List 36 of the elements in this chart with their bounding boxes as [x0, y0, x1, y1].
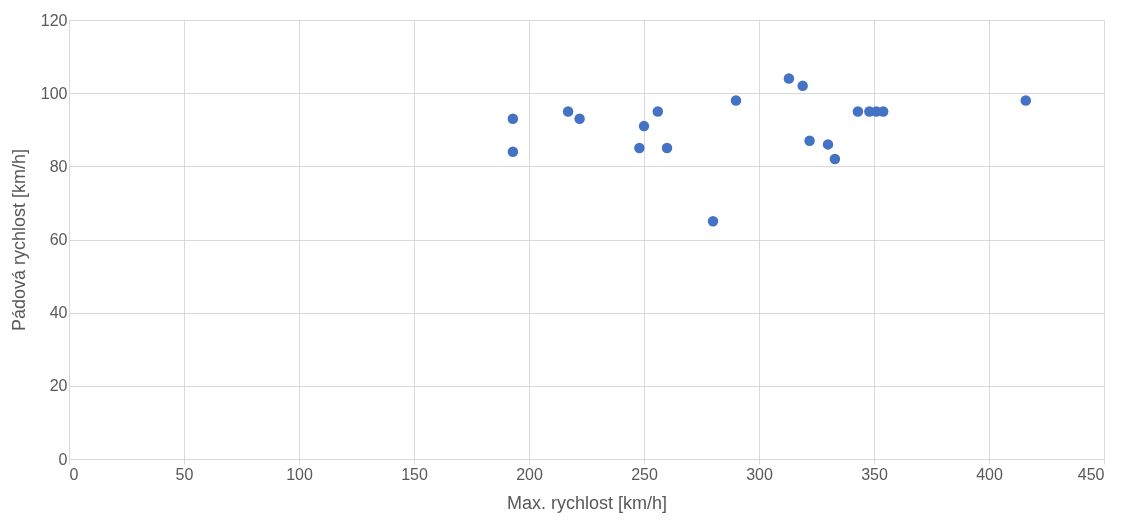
point: [804, 135, 815, 146]
point: [852, 106, 864, 117]
y-tick-label: 60: [49, 231, 68, 248]
x-tick-label: 200: [516, 465, 543, 483]
x-axis-title: Max. rychlost [km/h]: [506, 492, 668, 513]
y-tick-label: 100: [40, 84, 68, 102]
x-tick-label: 150: [401, 465, 428, 483]
y-tick-label: 120: [40, 11, 68, 29]
y-tick-label: 0: [58, 450, 68, 468]
point: [829, 153, 841, 165]
point: [634, 142, 645, 154]
point: [507, 113, 519, 125]
point: [661, 142, 673, 154]
point: [652, 106, 664, 117]
point: [562, 106, 574, 117]
point: [707, 215, 719, 227]
x-tick-label: 0: [69, 465, 79, 483]
x-tick-label: 100: [286, 465, 313, 483]
point: [783, 73, 795, 84]
point: [507, 146, 519, 157]
x-tick-label: 400: [976, 465, 1003, 483]
y-tick-label: 80: [49, 157, 68, 175]
point: [730, 95, 742, 106]
point: [574, 113, 585, 125]
y-tick-label: 40: [49, 304, 68, 322]
x-tick-label: 250: [631, 465, 658, 483]
y-tick-label: 20: [49, 377, 68, 395]
point: [638, 120, 650, 132]
x-tick-label: 350: [861, 465, 888, 483]
point: [797, 80, 808, 92]
x-tick-label: 450: [1077, 465, 1105, 483]
x-tick-label: 50: [175, 465, 194, 483]
y-axis-title: Pádová rychlost [km/h]: [8, 148, 29, 332]
point: [1020, 95, 1032, 106]
x-tick-label: 300: [746, 465, 773, 483]
point: [822, 139, 834, 150]
